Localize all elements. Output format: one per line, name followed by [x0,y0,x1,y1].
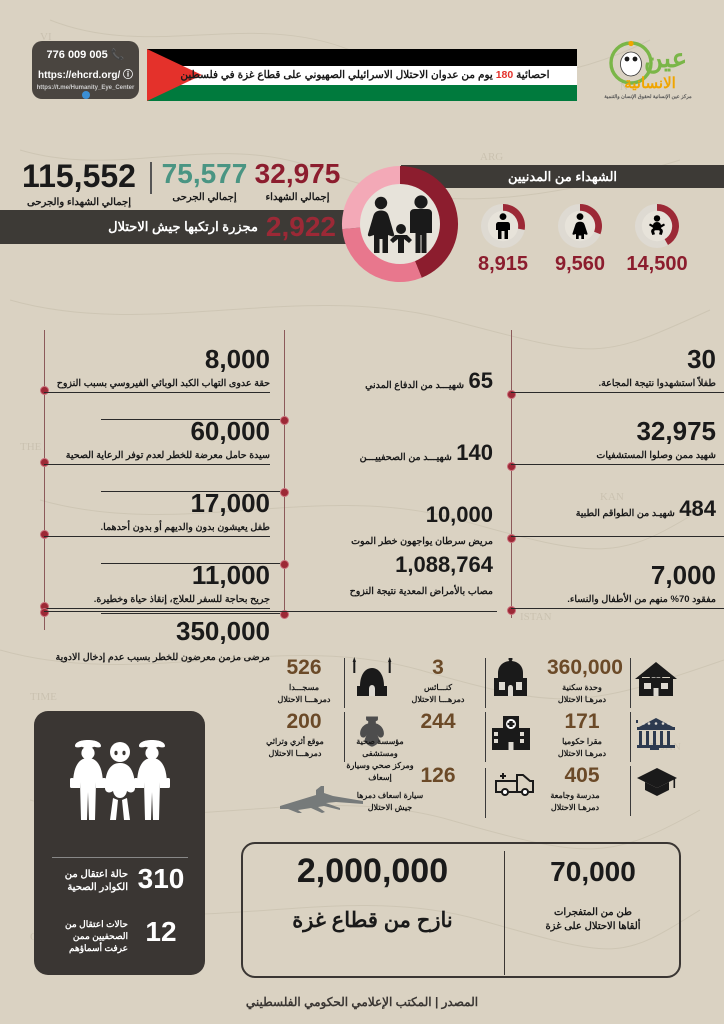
svg-text:ARG: ARG [480,151,503,163]
